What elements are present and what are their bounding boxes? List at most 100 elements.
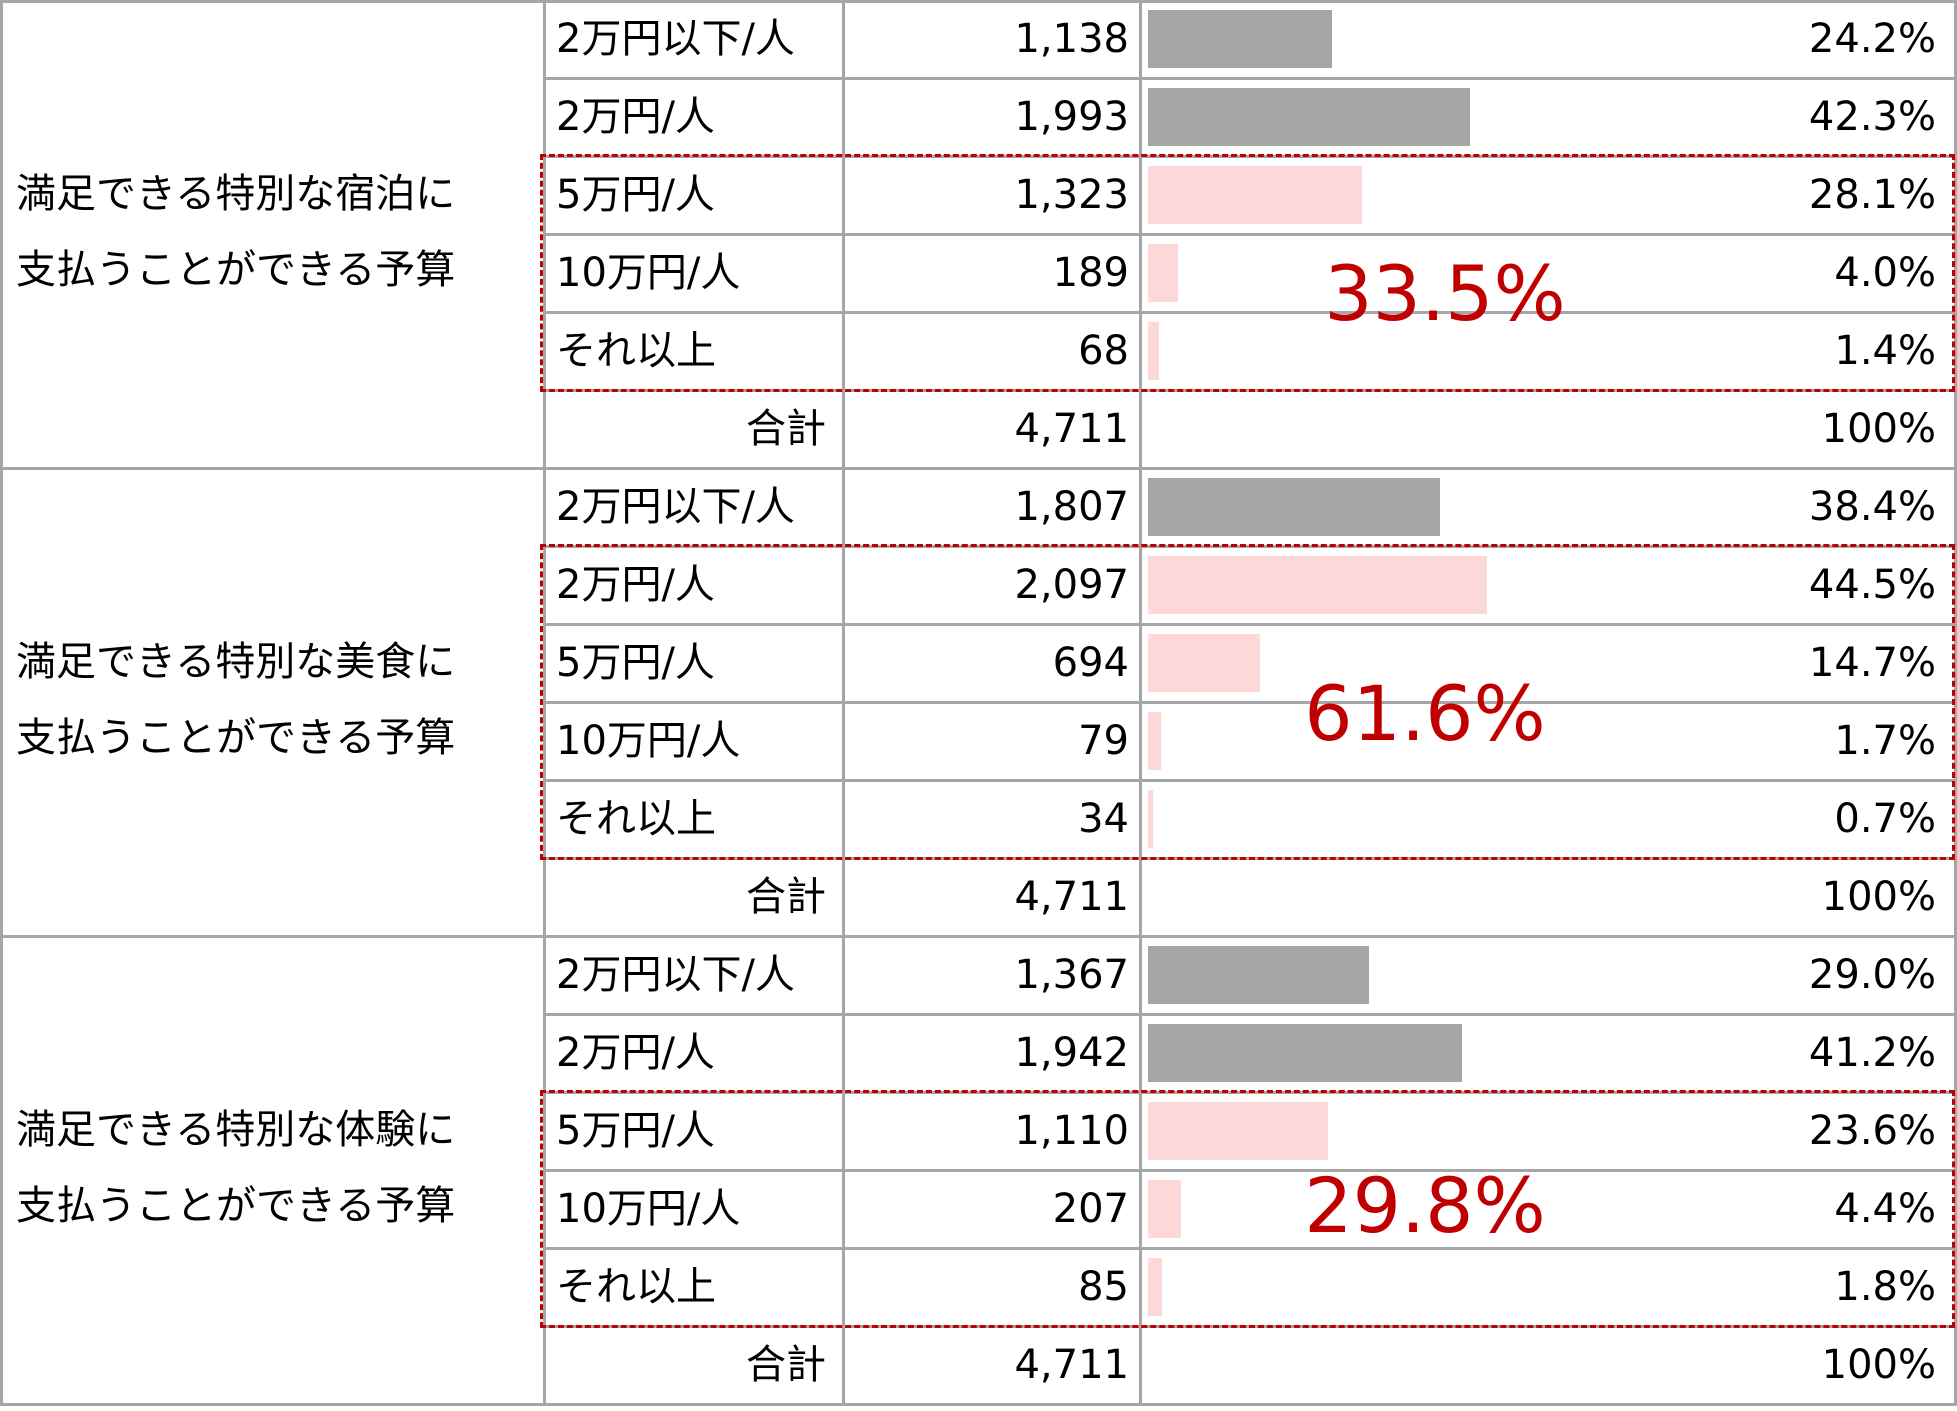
percent-value: 42.3% (1808, 94, 1936, 140)
count-value: 1,942 (1014, 1030, 1129, 1076)
percent-value: 1.7% (1834, 718, 1936, 764)
count-value: 85 (1078, 1264, 1129, 1310)
grid-line (542, 936, 546, 1404)
percent-value: 14.7% (1808, 640, 1936, 686)
category-label: それ以上 (556, 1264, 716, 1310)
total-label: 合計 (746, 406, 826, 452)
count-value: 1,807 (1014, 484, 1129, 530)
category-label: 2万円以下/人 (556, 16, 795, 62)
table-section: 満足できる特別な体験に 支払うことができる予算 2万円以下/人 1,367 29.0% 2… (0, 936, 1957, 1406)
percent-value: 28.1% (1808, 172, 1936, 218)
total-percent: 100% (1821, 874, 1936, 920)
question-label: 満足できる特別な宿泊に 支払うことができる予算 (16, 156, 536, 308)
grid-line (1953, 468, 1957, 936)
percent-bar (1148, 1180, 1182, 1238)
question-line: 支払うことができる予算 (16, 715, 456, 761)
grid-line (0, 934, 1957, 938)
grid-line (0, 0, 1957, 3)
count-value: 1,110 (1014, 1108, 1129, 1154)
grid-line (544, 700, 1957, 704)
count-value: 34 (1078, 796, 1129, 842)
percent-bar (1148, 478, 1441, 536)
grid-line (1953, 0, 1957, 468)
highlight-total-percent: 61.6% (1304, 669, 1546, 758)
percent-bar (1148, 244, 1179, 302)
total-count: 4,711 (1014, 874, 1129, 920)
grid-line (1138, 468, 1142, 936)
grid-line (1953, 936, 1957, 1404)
grid-line (544, 310, 1957, 314)
percent-bar (1148, 556, 1487, 614)
total-count: 4,711 (1014, 406, 1129, 452)
total-count: 4,711 (1014, 1342, 1129, 1388)
percent-value: 1.4% (1834, 328, 1936, 374)
table-section: 満足できる特別な宿泊に 支払うことができる予算 2万円以下/人 1,138 24.2% 2… (0, 0, 1957, 470)
question-label: 満足できる特別な美食に 支払うことができる予算 (16, 624, 536, 776)
category-label: 5万円/人 (556, 172, 715, 218)
percent-bar (1148, 1024, 1462, 1082)
percent-value: 24.2% (1808, 16, 1936, 62)
category-label: 10万円/人 (556, 250, 741, 296)
category-label: 5万円/人 (556, 640, 715, 686)
grid-line (0, 1402, 1957, 1406)
total-percent: 100% (1821, 406, 1936, 452)
grid-line (1138, 936, 1142, 1404)
count-value: 1,367 (1014, 952, 1129, 998)
grid-line (841, 468, 845, 936)
percent-value: 41.2% (1808, 1030, 1936, 1076)
question-line: 満足できる特別な宿泊に (16, 171, 456, 217)
highlight-total-percent: 29.8% (1304, 1161, 1546, 1250)
grid-line (542, 0, 546, 468)
question-line: 支払うことができる予算 (16, 247, 456, 293)
percent-bar (1148, 1102, 1328, 1160)
category-label: 5万円/人 (556, 1108, 715, 1154)
grid-line (544, 1246, 1957, 1250)
percent-bar (1148, 322, 1159, 380)
category-label: 2万円/人 (556, 94, 715, 140)
highlight-box (540, 544, 1955, 860)
highlight-total-percent: 33.5% (1324, 249, 1566, 338)
grid-line (542, 468, 546, 936)
percent-value: 0.7% (1834, 796, 1936, 842)
category-label: 10万円/人 (556, 718, 741, 764)
category-label: 2万円/人 (556, 562, 715, 608)
percent-value: 44.5% (1808, 562, 1936, 608)
count-value: 189 (1052, 250, 1129, 296)
count-value: 207 (1052, 1186, 1129, 1232)
grid-line (544, 76, 1957, 80)
table-section: 満足できる特別な美食に 支払うことができる予算 2万円以下/人 1,807 38.4% 2… (0, 468, 1957, 938)
grid-line (1138, 0, 1142, 468)
count-value: 2,097 (1014, 562, 1129, 608)
category-label: 2万円/人 (556, 1030, 715, 1076)
grid-line (544, 622, 1957, 626)
grid-line (544, 1168, 1957, 1172)
total-label: 合計 (746, 874, 826, 920)
percent-bar (1148, 10, 1333, 68)
category-label: それ以上 (556, 796, 716, 842)
grid-line (544, 1012, 1957, 1016)
question-line: 満足できる特別な美食に (16, 639, 456, 685)
percent-bar (1148, 946, 1369, 1004)
percent-value: 29.0% (1808, 952, 1936, 998)
percent-value: 23.6% (1808, 1108, 1936, 1154)
grid-line (544, 778, 1957, 782)
percent-bar (1148, 790, 1154, 848)
category-label: 2万円以下/人 (556, 484, 795, 530)
percent-bar (1148, 166, 1362, 224)
question-label: 満足できる特別な体験に 支払うことができる予算 (16, 1092, 536, 1244)
highlight-box (540, 1090, 1955, 1328)
percent-bar (1148, 634, 1260, 692)
count-value: 1,323 (1014, 172, 1129, 218)
question-line: 支払うことができる予算 (16, 1183, 456, 1229)
category-label: それ以上 (556, 328, 716, 374)
percent-bar (1148, 1258, 1162, 1316)
category-label: 10万円/人 (556, 1186, 741, 1232)
category-label: 2万円以下/人 (556, 952, 795, 998)
count-value: 694 (1052, 640, 1129, 686)
grid-line (0, 466, 1957, 470)
total-percent: 100% (1821, 1342, 1936, 1388)
percent-value: 1.8% (1834, 1264, 1936, 1310)
grid-line (841, 936, 845, 1404)
percent-value: 4.0% (1834, 250, 1936, 296)
